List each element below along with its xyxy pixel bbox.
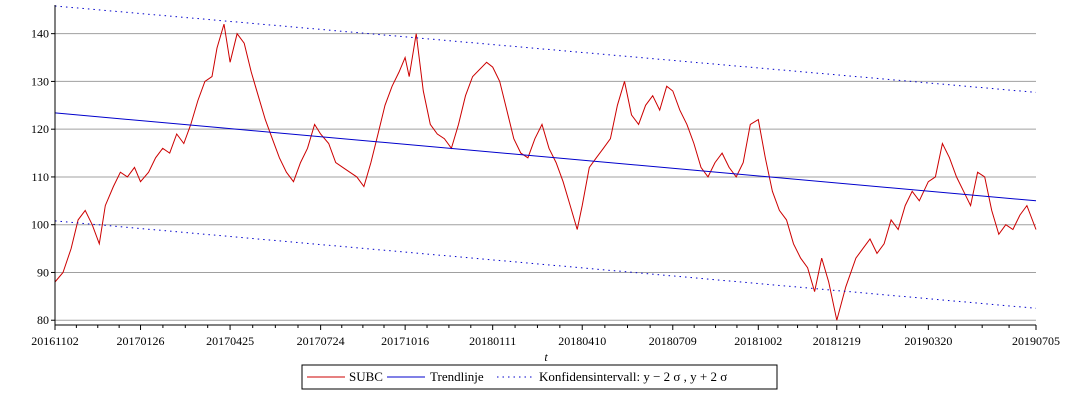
x-tick-label: 20161102 — [31, 334, 79, 348]
y-tick-label: 80 — [37, 313, 49, 327]
y-tick-label: 90 — [37, 265, 49, 279]
series-line-0 — [54, 23, 1037, 321]
x-tick-label: 20170126 — [117, 334, 165, 348]
x-tick-label: 20170724 — [297, 334, 345, 348]
x-tick-label: 20180709 — [649, 334, 697, 348]
y-tick-label: 120 — [31, 122, 49, 136]
x-tick-label: 20171016 — [381, 334, 429, 348]
legend-label-0: SUBC — [349, 369, 383, 384]
x-tick-label: 20170425 — [206, 334, 254, 348]
legend-label-2: Konfidensintervall: y − 2 σ , y + 2 σ — [539, 369, 727, 384]
x-tick-label: 20190705 — [1012, 334, 1060, 348]
x-tick-label: 20181219 — [813, 334, 861, 348]
x-tick-label: 20180111 — [469, 334, 516, 348]
y-tick-label: 140 — [31, 27, 49, 41]
x-tick-label: 20190320 — [904, 334, 952, 348]
x-tick-label: 20181002 — [734, 334, 782, 348]
legend-frame — [301, 364, 778, 390]
y-tick-label: 130 — [31, 74, 49, 88]
x-tick-label: 20180410 — [558, 334, 606, 348]
legend: SUBC Trendlinje Konfidensintervall: y − 2 … — [301, 364, 778, 390]
legend-label-1: Trendlinje — [430, 369, 484, 384]
y-tick-label: 110 — [31, 170, 49, 184]
confidence-band-line-0 — [54, 5, 1037, 93]
y-tick-label: 100 — [31, 218, 49, 232]
x-axis-title: t — [544, 350, 548, 364]
series-line-1 — [54, 112, 1037, 202]
confidence-band-line-1 — [54, 220, 1037, 309]
